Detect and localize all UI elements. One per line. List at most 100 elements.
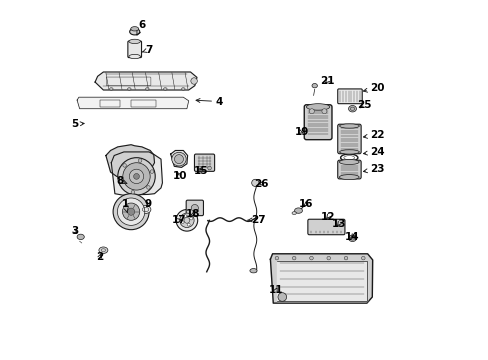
Circle shape [113, 194, 149, 230]
Text: 16: 16 [298, 199, 312, 210]
Text: 4: 4 [196, 96, 223, 107]
Ellipse shape [339, 150, 359, 154]
Circle shape [292, 256, 295, 260]
Circle shape [131, 190, 134, 194]
Circle shape [133, 174, 139, 179]
Circle shape [189, 217, 192, 220]
Circle shape [150, 170, 153, 174]
Text: 23: 23 [363, 164, 384, 174]
Text: 8: 8 [117, 176, 126, 186]
Ellipse shape [249, 269, 257, 273]
Text: 15: 15 [194, 166, 208, 176]
Ellipse shape [163, 88, 167, 90]
Ellipse shape [140, 206, 151, 213]
Circle shape [309, 109, 314, 114]
Circle shape [122, 203, 140, 220]
Bar [101, 100, 120, 107]
Text: 18: 18 [186, 209, 200, 219]
Ellipse shape [129, 28, 140, 35]
Polygon shape [106, 145, 154, 177]
Circle shape [251, 179, 258, 186]
Ellipse shape [348, 235, 356, 242]
Circle shape [117, 198, 144, 225]
FancyBboxPatch shape [307, 219, 344, 235]
Ellipse shape [130, 27, 139, 31]
Circle shape [119, 179, 122, 183]
FancyBboxPatch shape [337, 160, 361, 179]
Circle shape [127, 208, 134, 215]
Circle shape [326, 256, 330, 260]
Ellipse shape [181, 88, 185, 90]
Polygon shape [77, 97, 188, 109]
Polygon shape [111, 152, 162, 195]
Circle shape [122, 163, 126, 167]
Circle shape [118, 158, 155, 195]
Circle shape [275, 256, 278, 260]
Ellipse shape [306, 104, 329, 110]
Circle shape [179, 213, 194, 228]
Text: 14: 14 [345, 232, 359, 242]
Text: 9: 9 [144, 199, 151, 210]
Bar [131, 100, 156, 107]
Ellipse shape [294, 208, 302, 213]
Text: 26: 26 [254, 179, 268, 189]
Text: 6: 6 [137, 20, 145, 35]
Circle shape [361, 256, 365, 260]
Text: 5: 5 [71, 119, 84, 129]
Ellipse shape [339, 159, 358, 165]
Ellipse shape [311, 84, 317, 88]
Ellipse shape [174, 154, 183, 163]
Text: 12: 12 [320, 212, 335, 222]
Ellipse shape [129, 39, 140, 44]
Ellipse shape [77, 234, 84, 240]
Polygon shape [95, 72, 197, 90]
Text: 13: 13 [331, 219, 346, 229]
Ellipse shape [348, 105, 356, 112]
Circle shape [181, 221, 183, 224]
Ellipse shape [190, 78, 197, 84]
Polygon shape [170, 150, 187, 167]
Text: 20: 20 [363, 83, 384, 93]
Text: 19: 19 [294, 127, 308, 138]
Circle shape [187, 223, 190, 226]
Text: 17: 17 [171, 215, 186, 225]
Circle shape [207, 166, 211, 170]
Ellipse shape [339, 124, 359, 128]
Ellipse shape [191, 204, 198, 212]
Circle shape [277, 293, 286, 301]
Ellipse shape [171, 152, 186, 166]
Text: 2: 2 [96, 252, 103, 262]
Text: 1: 1 [121, 199, 128, 212]
Text: 3: 3 [71, 226, 78, 236]
FancyBboxPatch shape [304, 105, 331, 140]
Text: 10: 10 [172, 171, 186, 181]
Circle shape [309, 256, 313, 260]
Text: 11: 11 [268, 285, 283, 295]
Circle shape [122, 163, 150, 190]
FancyBboxPatch shape [337, 124, 361, 154]
Circle shape [344, 256, 347, 260]
Text: 25: 25 [356, 100, 370, 110]
FancyBboxPatch shape [186, 200, 203, 216]
FancyBboxPatch shape [337, 89, 362, 104]
Ellipse shape [127, 88, 131, 90]
Circle shape [176, 210, 197, 231]
Text: 27: 27 [247, 215, 265, 225]
Circle shape [138, 159, 142, 162]
Circle shape [321, 109, 326, 114]
Ellipse shape [291, 212, 296, 215]
Ellipse shape [129, 54, 140, 59]
FancyBboxPatch shape [127, 41, 141, 58]
Ellipse shape [99, 247, 108, 253]
Polygon shape [270, 254, 372, 303]
Text: 21: 21 [319, 76, 334, 86]
Circle shape [197, 166, 201, 170]
Ellipse shape [145, 88, 149, 90]
FancyBboxPatch shape [194, 154, 214, 171]
Text: 22: 22 [363, 130, 384, 140]
Circle shape [183, 215, 186, 217]
Polygon shape [276, 261, 366, 301]
Circle shape [129, 169, 143, 184]
Ellipse shape [109, 88, 113, 90]
Text: 7: 7 [142, 45, 152, 55]
